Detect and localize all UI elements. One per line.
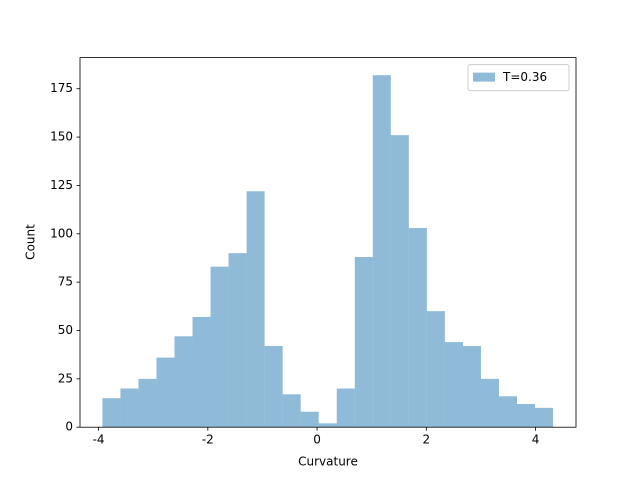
bar (174, 336, 193, 428)
bar (318, 423, 337, 428)
bar (102, 398, 121, 428)
legend-swatch (473, 72, 495, 82)
bar (390, 135, 409, 428)
bar (462, 345, 481, 428)
bar (498, 396, 518, 428)
y-tick-label: 0 (65, 420, 73, 434)
bar (426, 311, 445, 428)
legend-label: T=0.36 (502, 70, 547, 84)
bar (138, 378, 157, 428)
axes-frame (79, 57, 577, 428)
bar (408, 227, 427, 428)
y-tick-label: 50 (58, 323, 73, 337)
x-tick-label: 4 (532, 433, 540, 447)
y-tick-label: 25 (58, 371, 73, 385)
bar (156, 357, 175, 428)
bar (210, 266, 229, 428)
bar (120, 388, 139, 428)
y-tick-label: 100 (50, 226, 73, 240)
bar (264, 345, 283, 428)
y-tick-label: 150 (50, 130, 73, 144)
x-axis-label: Curvature (298, 455, 358, 469)
bar (300, 411, 319, 428)
bar (228, 253, 247, 428)
bar (517, 403, 536, 428)
bar (372, 75, 391, 428)
bar (354, 257, 373, 428)
y-tick-label: 175 (50, 81, 73, 95)
bar (192, 316, 211, 428)
legend-box (467, 64, 570, 92)
y-tick-label: 75 (58, 275, 73, 289)
x-tick-label: 2 (423, 433, 431, 447)
x-tick-label: 0 (313, 433, 321, 447)
bar (246, 191, 265, 428)
x-tick-label: -2 (202, 433, 214, 447)
bar (336, 388, 355, 428)
y-tick-label: 125 (50, 178, 73, 192)
y-axis-label: Count (24, 224, 38, 260)
bar (480, 378, 499, 428)
bar (535, 407, 554, 428)
bar (444, 342, 463, 428)
bar (282, 394, 301, 428)
x-tick-label: -4 (93, 433, 105, 447)
